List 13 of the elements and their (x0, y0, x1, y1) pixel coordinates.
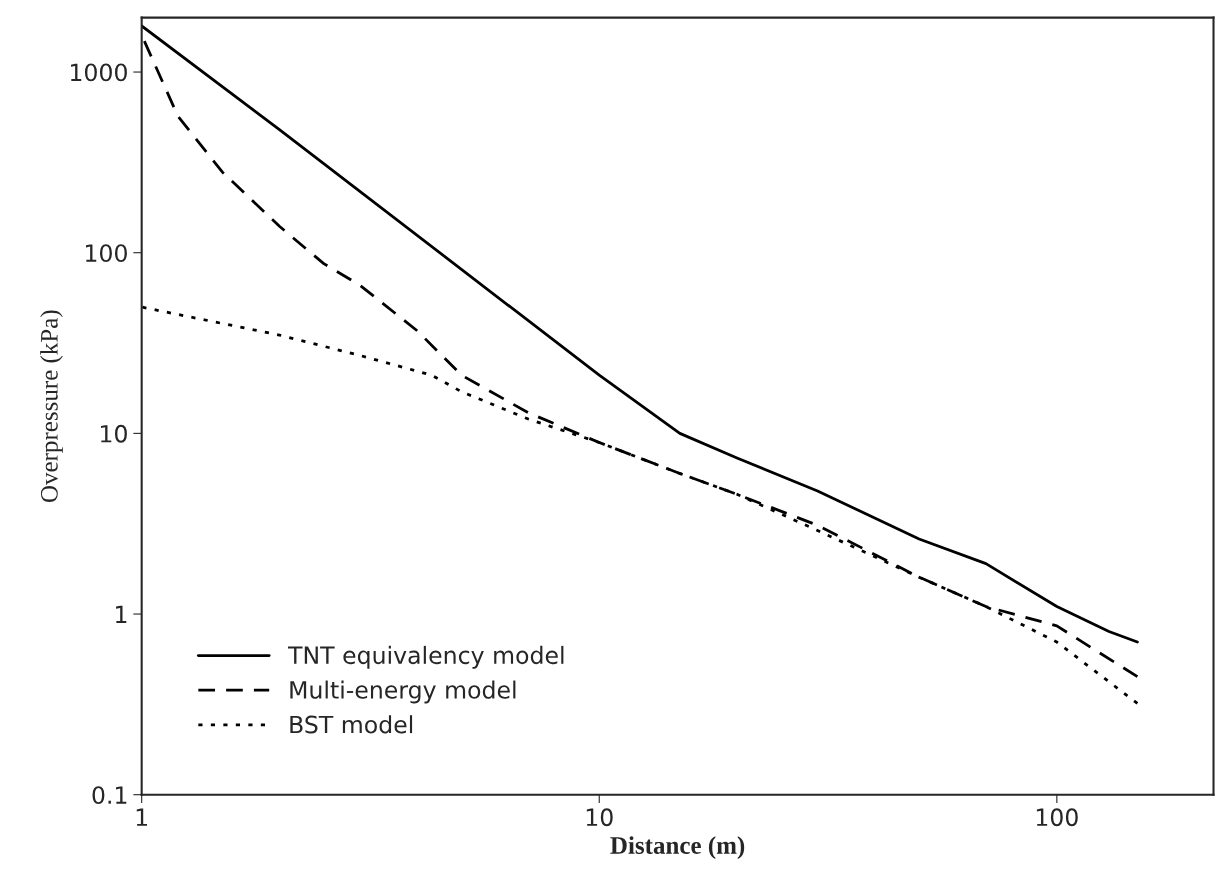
legend-label: TNT equivalency model (288, 645, 564, 669)
legend-label: BST model (290, 715, 413, 734)
x-tick-label: 1 (136, 808, 148, 826)
y-axis-title: Overpressure (kPa) (40, 310, 63, 502)
y-tick-label: 100 (86, 244, 127, 263)
y-tick-label: 10 (101, 424, 127, 443)
legend-label: Multi-energy model (290, 680, 516, 704)
y-tick-label: 1 (116, 605, 127, 624)
y-tick-label: 0.1 (92, 786, 127, 805)
x-tick-label: 100 (1036, 808, 1078, 827)
y-tick-label: 1000 (70, 63, 127, 82)
x-tick-label: 10 (586, 808, 613, 827)
x-axis-title: Distance (m) (610, 836, 745, 859)
